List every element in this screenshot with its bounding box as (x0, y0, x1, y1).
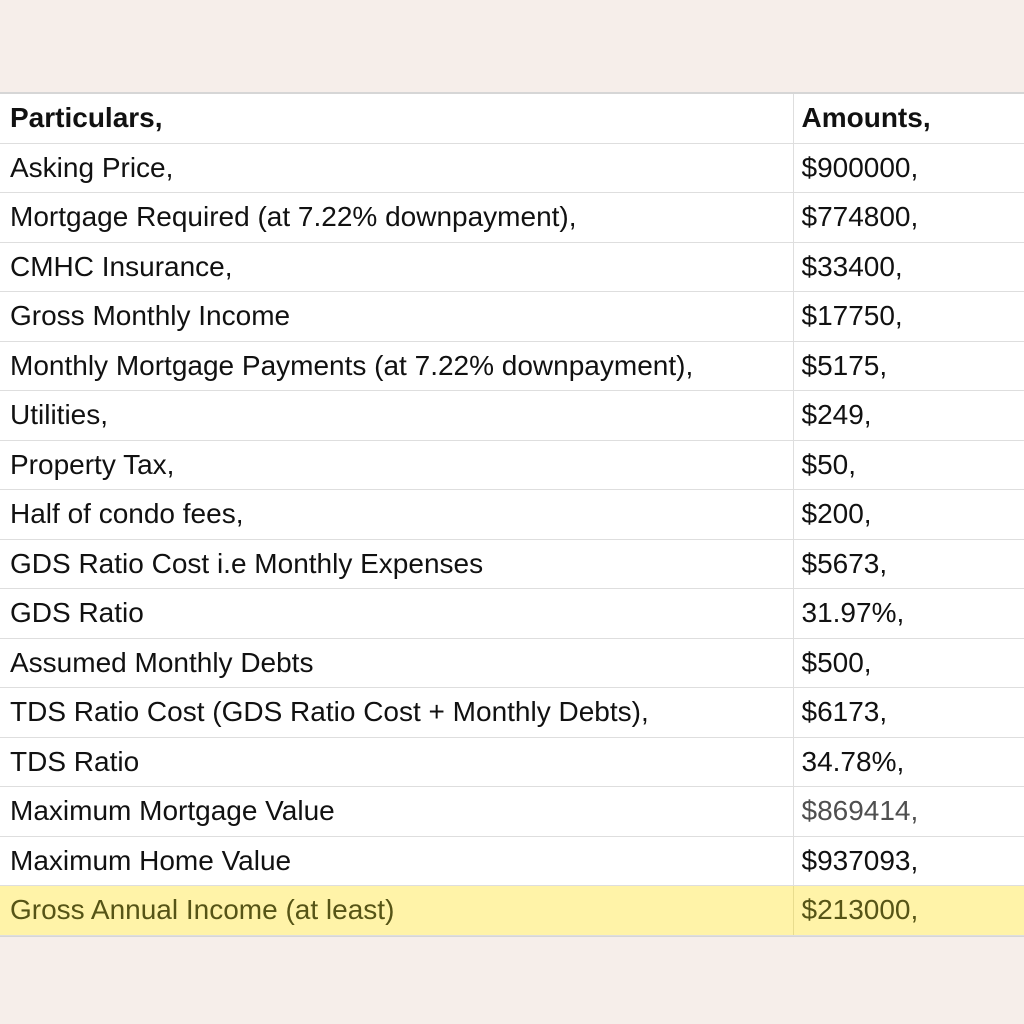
table-row: GDS Ratio Cost i.e Monthly Expenses $567… (0, 539, 1024, 589)
table-row: Half of condo fees, $200, (0, 489, 1024, 540)
table-row: TDS Ratio Cost (GDS Ratio Cost + Monthly… (0, 687, 1024, 738)
particular-cell[interactable]: TDS Ratio Cost (GDS Ratio Cost + Monthly… (0, 687, 794, 738)
amount-cell[interactable]: $869414, (793, 786, 1024, 837)
amount-cell[interactable]: $213000, (793, 885, 1024, 936)
amount-cell[interactable]: $200, (793, 489, 1024, 540)
particular-cell[interactable]: GDS Ratio Cost i.e Monthly Expenses (0, 539, 794, 589)
header-particulars-cell[interactable]: Particulars, (0, 94, 794, 144)
particular-cell[interactable]: Half of condo fees, (0, 489, 794, 540)
amount-cell[interactable]: $5673, (793, 539, 1024, 589)
header-amounts-cell[interactable]: Amounts, (793, 94, 1024, 144)
table-row: Maximum Home Value $937093, (0, 836, 1024, 886)
amount-cell[interactable]: $17750, (793, 291, 1024, 342)
amount-cell[interactable]: 31.97%, (793, 588, 1024, 639)
table-row: Property Tax, $50, (0, 440, 1024, 490)
table-row: Utilities, $249, (0, 390, 1024, 441)
table-row: Mortgage Required (at 7.22% downpayment)… (0, 192, 1024, 243)
amount-cell[interactable]: $33400, (793, 242, 1024, 292)
amount-cell[interactable]: $5175, (793, 341, 1024, 391)
header-row: Particulars, Amounts, (0, 94, 1024, 144)
particular-cell[interactable]: Maximum Mortgage Value (0, 786, 794, 837)
table-row: CMHC Insurance, $33400, (0, 242, 1024, 292)
amount-cell[interactable]: $900000, (793, 143, 1024, 193)
amount-cell[interactable]: $937093, (793, 836, 1024, 886)
highlighted-table-row: Gross Annual Income (at least) $213000, (0, 885, 1024, 936)
amount-cell[interactable]: $500, (793, 638, 1024, 688)
particular-cell[interactable]: TDS Ratio (0, 737, 794, 787)
particular-cell[interactable]: Property Tax, (0, 440, 794, 490)
table-row: Maximum Mortgage Value $869414, (0, 786, 1024, 837)
mortgage-affordability-table: Particulars, Amounts, Asking Price, $900… (0, 92, 1024, 937)
particular-cell[interactable]: Assumed Monthly Debts (0, 638, 794, 688)
amount-cell[interactable]: $6173, (793, 687, 1024, 738)
table-row: GDS Ratio 31.97%, (0, 588, 1024, 639)
amount-cell[interactable]: $249, (793, 390, 1024, 441)
amount-cell[interactable]: 34.78%, (793, 737, 1024, 787)
amount-cell[interactable]: $774800, (793, 192, 1024, 243)
table-row: Gross Monthly Income $17750, (0, 291, 1024, 342)
particular-cell[interactable]: Gross Monthly Income (0, 291, 794, 342)
particular-cell[interactable]: GDS Ratio (0, 588, 794, 639)
particular-cell[interactable]: Maximum Home Value (0, 836, 794, 886)
particular-cell[interactable]: Asking Price, (0, 143, 794, 193)
table-row: Monthly Mortgage Payments (at 7.22% down… (0, 341, 1024, 391)
particular-cell[interactable]: Gross Annual Income (at least) (0, 885, 794, 936)
amount-cell[interactable]: $50, (793, 440, 1024, 490)
table-row: TDS Ratio 34.78%, (0, 737, 1024, 787)
particular-cell[interactable]: Monthly Mortgage Payments (at 7.22% down… (0, 341, 794, 391)
table-row: Assumed Monthly Debts $500, (0, 638, 1024, 688)
particular-cell[interactable]: CMHC Insurance, (0, 242, 794, 292)
table-row: Asking Price, $900000, (0, 143, 1024, 193)
particular-cell[interactable]: Mortgage Required (at 7.22% downpayment)… (0, 192, 794, 243)
data-table: Particulars, Amounts, Asking Price, $900… (0, 94, 1024, 936)
particular-cell[interactable]: Utilities, (0, 390, 794, 441)
